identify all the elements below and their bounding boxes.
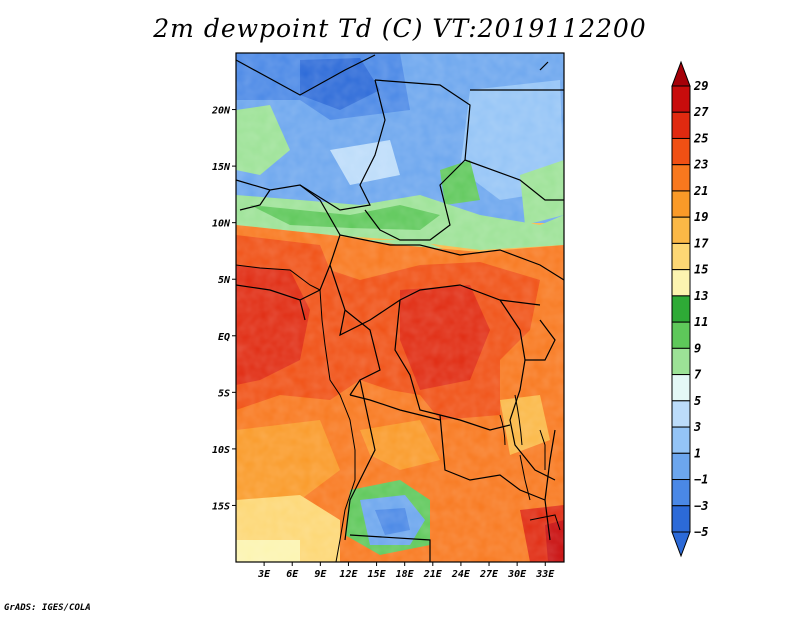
lon-label-8: 27E	[479, 569, 499, 580]
colorbar-label-5: 19	[694, 210, 708, 224]
colorbar-label-0: 29	[693, 79, 708, 93]
colorbar-segment	[671, 269, 691, 297]
coastlines	[235, 264, 561, 563]
colorbar-segment	[671, 426, 691, 454]
lat-label-0: 20N	[211, 106, 231, 117]
colorbar-segment	[671, 137, 691, 166]
lon-label-3: 12E	[339, 569, 358, 580]
colorbar-top-arrow	[671, 60, 691, 87]
map-frame	[235, 52, 565, 563]
colorbar-label-11: 7	[694, 368, 702, 382]
lon-label-1: 6E	[286, 569, 299, 580]
colorbar-segment	[671, 347, 691, 376]
colorbar-label-1: 27	[693, 105, 709, 119]
lat-label-2: 10N	[212, 219, 231, 230]
lat-label-1: 15N	[212, 162, 231, 173]
lon-label-0: 3E	[257, 569, 271, 580]
colorbar-label-4: 21	[693, 184, 708, 198]
lon-label-4: 15E	[368, 569, 387, 580]
colorbar-segment	[671, 374, 691, 402]
colorbar-label-8: 13	[694, 289, 708, 303]
colorbar-label-3: 23	[693, 158, 708, 172]
colorbar-label-10: 9	[694, 341, 701, 355]
lat-label-4: EQ	[218, 332, 230, 343]
country-borders	[235, 54, 565, 562]
colorbar-label-13: 3	[693, 420, 701, 434]
colorbar-label-12: 5	[694, 394, 701, 408]
colorbar-segment	[671, 216, 691, 244]
latitude-labels: 20N 15N 10N 5N EQ 5S 10S 15S	[211, 106, 236, 512]
colorbar-segment	[671, 452, 691, 481]
colorbar-label-17: −5	[694, 525, 708, 539]
colorbar-segment	[671, 111, 691, 139]
lat-label-3: 5N	[218, 275, 231, 286]
lon-label-5: 18E	[396, 569, 415, 580]
colorbar-segment	[671, 321, 691, 349]
map-title: 2m dewpoint Td (C) VT:2019112200	[153, 14, 647, 43]
colorbar-bottom-arrow	[671, 531, 691, 558]
lon-label-6: 21E	[423, 569, 443, 580]
colorbar-segment	[671, 400, 691, 428]
colorbar-label-9: 11	[694, 315, 708, 329]
colorbar-segment	[671, 505, 691, 533]
colorbar-segment	[671, 85, 691, 113]
colorbar-segment	[671, 295, 691, 323]
colorbar-label-16: −3	[694, 499, 708, 513]
colorbar-segment	[671, 190, 691, 218]
lon-label-2: 9E	[314, 569, 327, 580]
colorbar-label-14: 1	[694, 446, 701, 460]
colorbar-label-2: 25	[693, 131, 708, 145]
lat-label-7: 15S	[212, 501, 230, 512]
longitude-labels: 3E 6E 9E 12E 15E 18E 21E 24E 27E 30E 33E	[257, 562, 555, 580]
colorbar-label-6: 17	[694, 236, 709, 250]
lat-label-5: 5S	[218, 388, 230, 399]
credit-label: GrADS: IGES/COLA	[4, 603, 91, 613]
colorbar-segment	[671, 164, 691, 192]
colorbar-label-15: −1	[694, 473, 708, 487]
colorbar: 29 27 25 23 21 19 17 15 13 11 9 7 5 3 1 −1 −3 −5	[671, 60, 709, 558]
colorbar-label-7: 15	[694, 263, 708, 277]
lon-label-7: 24E	[451, 569, 471, 580]
colorbar-segment	[671, 242, 691, 271]
lon-label-9: 30E	[507, 569, 527, 580]
lon-label-10: 33E	[535, 569, 555, 580]
colorbar-segment	[671, 479, 691, 507]
lat-label-6: 10S	[212, 445, 230, 456]
